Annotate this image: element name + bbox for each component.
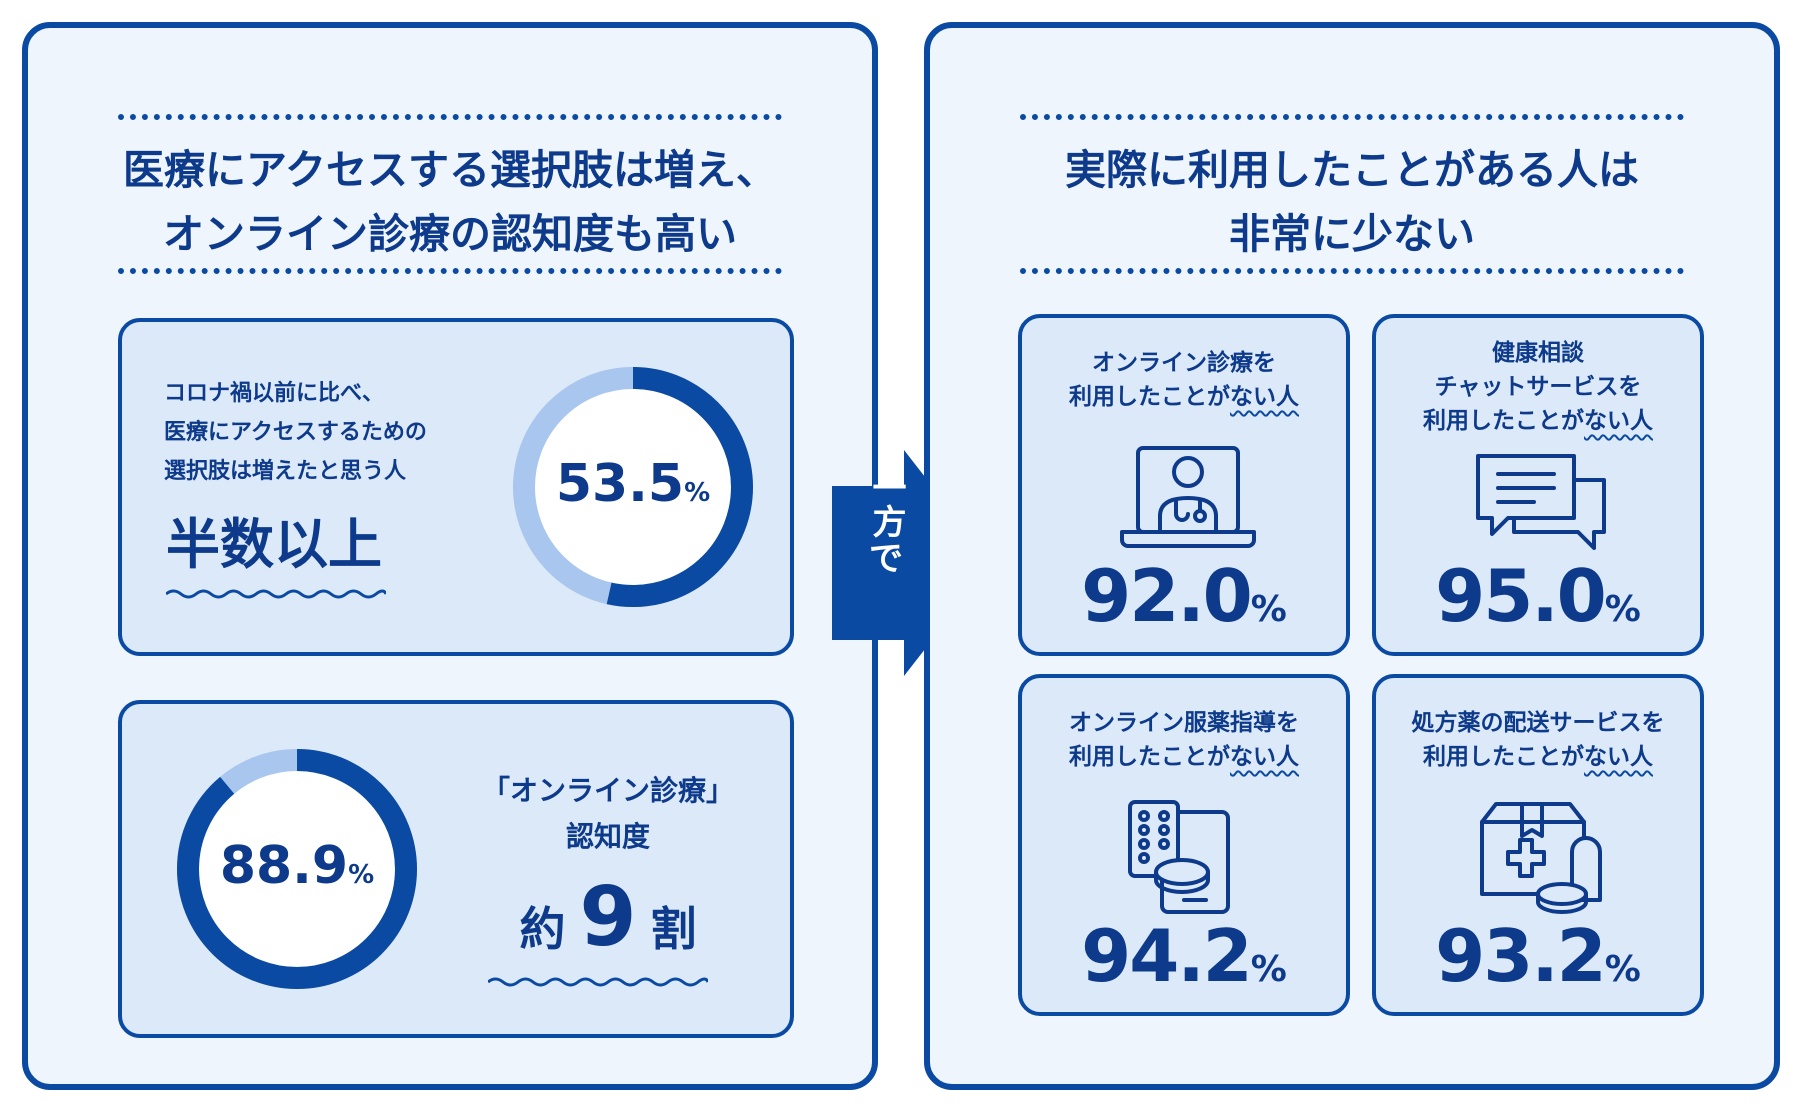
stat-value-pct: % — [1604, 589, 1641, 630]
support-desc-line2: 医療にアクセスするための — [164, 420, 427, 445]
stat-label-line3: 利用したことが — [1423, 408, 1584, 434]
stat-value-number: 93.2 — [1435, 914, 1607, 998]
stat-label: オンライン服薬指導を 利用したことがない人 — [1028, 706, 1340, 774]
stat-value: 93.2% — [1376, 914, 1700, 998]
right-heading-line1: 実際に利用したことがある人は — [1065, 146, 1639, 194]
divider — [118, 114, 782, 120]
stat-label: オンライン診療を 利用したことがない人 — [1028, 346, 1340, 414]
stat-label: 処方薬の配送サービスを 利用したことがない人 — [1382, 706, 1694, 774]
stat-card-health-chat: 健康相談 チャットサービスを 利用したことがない人 95.0% — [1372, 314, 1704, 656]
stat-value: 95.0% — [1376, 554, 1700, 638]
transition-label: 一方 で — [858, 470, 914, 580]
support-value-pct: % — [684, 478, 711, 508]
stat-value-pct: % — [1250, 949, 1287, 990]
stat-label-line2: 利用したことが — [1069, 384, 1230, 410]
left-panel: 医療にアクセスする選択肢は増え、 オンライン診療の認知度も高い コロナ禍以前に比… — [22, 22, 878, 1090]
awareness-value: 88.9% — [166, 836, 428, 896]
support-desc-line3: 選択肢は増えたと思う人 — [164, 459, 407, 484]
stat-card-online-medication: オンライン服薬指導を 利用したことがない人 94.2% — [1018, 674, 1350, 1016]
stat-value-number: 94.2 — [1081, 914, 1253, 998]
divider — [1020, 268, 1684, 274]
support-value: 53.5% — [502, 454, 764, 514]
stat-label-line1: 健康相談 — [1492, 340, 1584, 366]
stat-label: 健康相談 チャットサービスを 利用したことがない人 — [1382, 336, 1694, 438]
awareness-label-line1: 「オンライン診療」 — [481, 774, 734, 807]
awareness-emphasis-post: 割 — [650, 902, 697, 956]
support-card: コロナ禍以前に比べ、 医療にアクセスするための 選択肢は増えたと思う人 半数以上… — [118, 318, 794, 656]
chat-bubbles-icon — [1476, 454, 1606, 550]
awareness-value-number: 88.9 — [219, 836, 349, 896]
stat-value-pct: % — [1250, 589, 1287, 630]
awareness-label-line2: 認知度 — [565, 820, 650, 853]
stat-label-line1: 処方薬の配送サービスを — [1411, 710, 1665, 736]
stat-label-emphasis: ない人 — [1230, 384, 1299, 410]
tablet-pills-icon — [1128, 800, 1230, 914]
transition-label-line1: 一方 — [866, 470, 906, 538]
stat-value-number: 95.0 — [1435, 554, 1607, 638]
support-desc-line1: コロナ禍以前に比べ、 — [164, 381, 385, 406]
awareness-label: 「オンライン診療」 認知度 — [478, 768, 738, 860]
stat-label-emphasis: ない人 — [1584, 744, 1653, 770]
awareness-value-pct: % — [348, 860, 375, 890]
stat-label-line2: 利用したことが — [1423, 744, 1584, 770]
support-donut — [513, 367, 753, 607]
left-heading-line1: 医療にアクセスする選択肢は増え、 — [123, 146, 777, 194]
transition-label-line2: で — [869, 539, 903, 579]
stat-label-line2: 利用したことが — [1069, 744, 1230, 770]
stat-label-line1: オンライン診療を — [1092, 350, 1276, 376]
doctor-laptop-icon — [1120, 446, 1256, 548]
support-donut-fill — [513, 367, 753, 607]
right-heading-line2: 非常に少ない — [1229, 210, 1475, 258]
stat-label-line1: オンライン服薬指導を — [1069, 710, 1299, 736]
left-heading-line2: オンライン診療の認知度も高い — [163, 210, 737, 258]
divider — [118, 268, 782, 274]
awareness-emphasis-pre: 約 — [519, 902, 566, 956]
stat-label-line2: チャットサービスを — [1434, 374, 1642, 400]
support-emphasis: 半数以上 — [166, 513, 382, 576]
stat-label-emphasis: ない人 — [1584, 408, 1653, 434]
right-panel: 実際に利用したことがある人は 非常に少ない オンライン診療を 利用したことがない… — [924, 22, 1780, 1090]
stat-value: 94.2% — [1022, 914, 1346, 998]
wavy-underline — [488, 977, 708, 987]
awareness-donut-fill — [177, 749, 417, 989]
stat-card-online-consultation: オンライン診療を 利用したことがない人 92.0% — [1018, 314, 1350, 656]
transition-arrow — [832, 450, 992, 676]
left-heading: 医療にアクセスする選択肢は増え、 オンライン診療の認知度も高い — [68, 138, 832, 266]
stat-value-number: 92.0 — [1081, 554, 1253, 638]
divider — [1020, 114, 1684, 120]
wavy-underline — [166, 589, 386, 599]
awareness-emphasis-num: 9 — [579, 870, 637, 965]
stat-card-prescription-delivery: 処方薬の配送サービスを 利用したことがない人 93.2% — [1372, 674, 1704, 1016]
awareness-donut — [177, 749, 417, 989]
stat-label-emphasis: ない人 — [1230, 744, 1299, 770]
stat-value: 92.0% — [1022, 554, 1346, 638]
support-value-number: 53.5 — [555, 454, 685, 514]
support-description: コロナ禍以前に比べ、 医療にアクセスするための 選択肢は増えたと思う人 — [164, 374, 427, 491]
stat-value-pct: % — [1604, 949, 1641, 990]
medicine-box-icon — [1480, 802, 1602, 914]
right-heading: 実際に利用したことがある人は 非常に少ない — [970, 138, 1734, 266]
